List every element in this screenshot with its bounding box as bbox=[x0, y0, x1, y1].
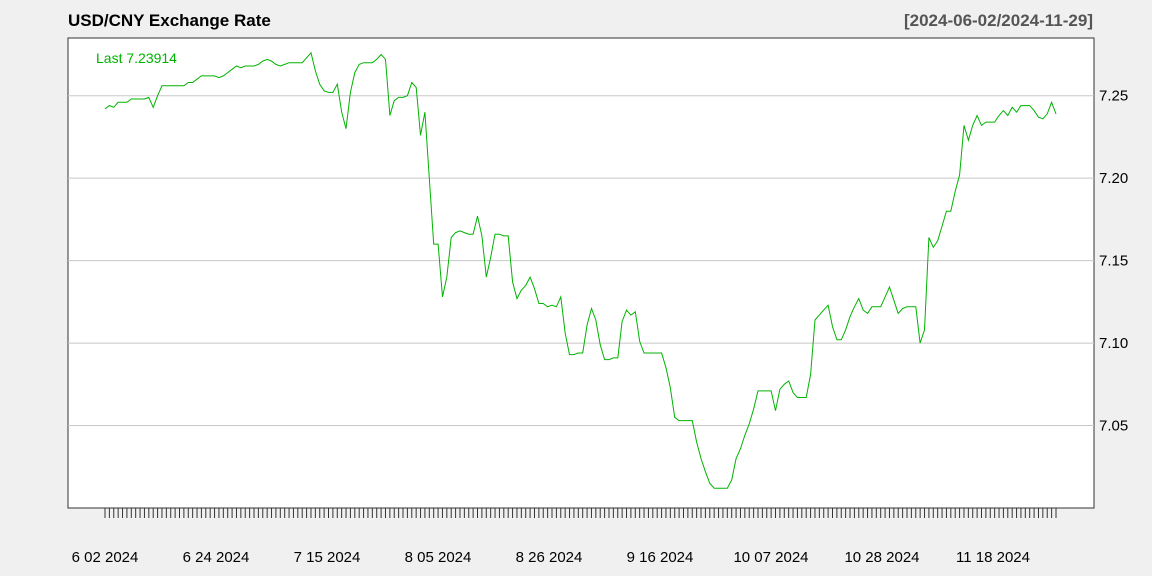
x-tick-label: 6 02 2024 bbox=[72, 549, 139, 566]
last-value-label: Last 7.23914 bbox=[96, 50, 177, 66]
y-axis-labels: 7.05 7.10 7.15 7.20 7.25 bbox=[1099, 88, 1128, 435]
x-tick-label: 7 15 2024 bbox=[294, 549, 361, 566]
x-tick-label: 8 26 2024 bbox=[516, 549, 583, 566]
x-axis-labels: 6 02 2024 6 24 2024 7 15 2024 8 05 2024 8 26… bbox=[72, 549, 1030, 566]
x-tick-label: 10 28 2024 bbox=[844, 549, 919, 566]
y-tick-label: 7.20 bbox=[1099, 170, 1128, 187]
y-tick-label: 7.15 bbox=[1099, 253, 1128, 270]
x-tick-label: 9 16 2024 bbox=[627, 549, 694, 566]
x-axis-ticks bbox=[104, 508, 1057, 518]
grid-lines bbox=[68, 95, 1094, 427]
chart-title: USD/CNY Exchange Rate bbox=[68, 11, 271, 30]
x-tick-label: 6 24 2024 bbox=[183, 549, 250, 566]
y-tick-label: 7.05 bbox=[1099, 418, 1128, 435]
x-tick-label: 11 18 2024 bbox=[956, 549, 1030, 566]
plot-area bbox=[67, 37, 1095, 509]
x-tick-label: 8 05 2024 bbox=[405, 549, 472, 566]
date-range-label: [2024-06-02/2024-11-29] bbox=[904, 11, 1093, 30]
y-tick-label: 7.25 bbox=[1099, 88, 1128, 105]
x-tick-label: 10 07 2024 bbox=[733, 549, 808, 566]
y-tick-label: 7.10 bbox=[1099, 335, 1128, 352]
series-line bbox=[104, 51, 1057, 489]
